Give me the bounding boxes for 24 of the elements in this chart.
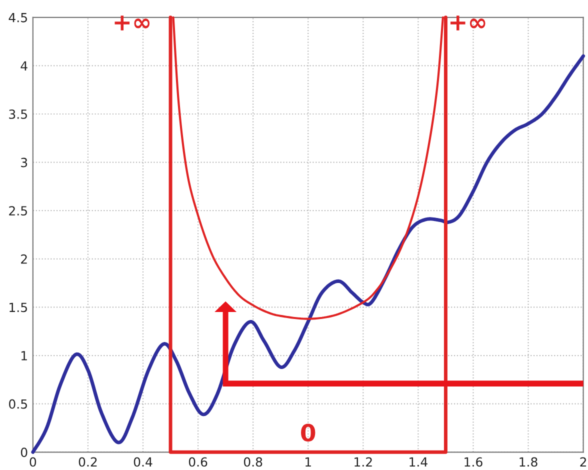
y-tick-label: 0.5	[9, 399, 27, 409]
annotation: +∞	[114, 16, 150, 30]
y-tick-label: 3	[21, 158, 28, 168]
y-tick-label: 4	[20, 61, 28, 70]
x-tick-label: 2	[580, 457, 586, 466]
y-tick-label: 1.5	[10, 302, 27, 312]
x-tick-label: 0.8	[244, 457, 262, 467]
annotation: +∞	[450, 16, 486, 30]
x-tick-label: 1.2	[354, 457, 372, 466]
y-tick-label: 4.5	[8, 13, 27, 22]
x-tick-label: 1.8	[520, 457, 538, 467]
y-tick-label: 2	[21, 254, 27, 264]
x-tick-label: 1	[306, 457, 311, 466]
y-tick-label: 3.5	[9, 109, 27, 119]
y-tick-label: 1	[21, 351, 27, 360]
x-tick-label: 1.4	[410, 457, 428, 466]
y-tick-label: 2.5	[9, 206, 27, 216]
x-tick-label: 0.6	[188, 457, 208, 467]
x-tick-label: 1.6	[464, 457, 482, 467]
annotation: 0	[301, 424, 316, 442]
x-tick-label: 0	[30, 457, 36, 467]
y-tick-label: 0	[20, 448, 28, 458]
x-tick-label: 0.2	[78, 457, 97, 467]
x-tick-label: 0.4	[134, 457, 152, 467]
